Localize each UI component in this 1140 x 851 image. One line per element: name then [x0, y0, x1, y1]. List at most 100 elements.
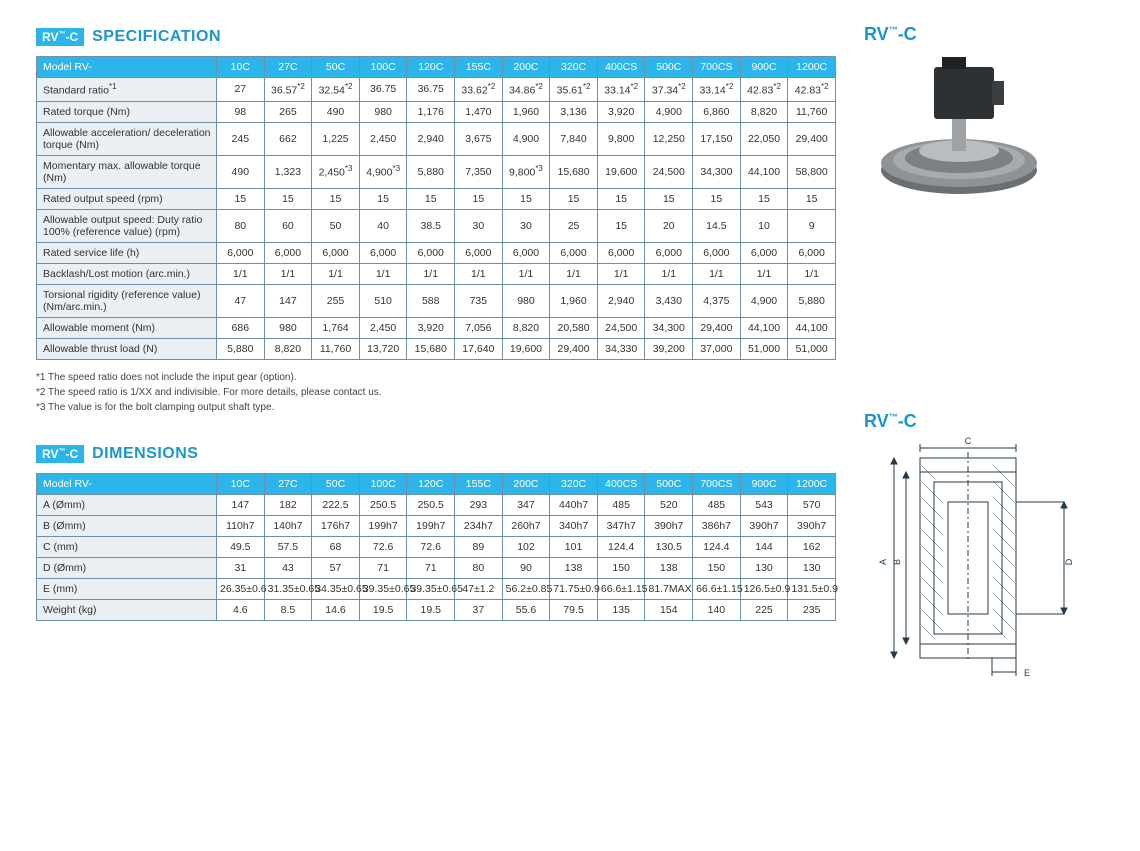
table-cell: 47 — [217, 284, 265, 317]
dim-section-title: RV™-C DIMENSIONS — [36, 445, 198, 463]
table-cell: 1,176 — [407, 101, 455, 122]
table-cell: 66.6±1.15 — [597, 578, 645, 599]
table-cell: 71 — [359, 557, 407, 578]
table-cell: 6,000 — [645, 242, 693, 263]
table-cell: 15,680 — [550, 155, 598, 188]
table-cell: 1/1 — [740, 263, 788, 284]
table-cell: 3,430 — [645, 284, 693, 317]
product-image — [864, 45, 1054, 205]
table-cell: 485 — [597, 494, 645, 515]
col-header: 1200C — [788, 473, 836, 494]
col-header: 100C — [359, 57, 407, 78]
col-header: 320C — [550, 473, 598, 494]
table-cell: 34.35±0.65 — [312, 578, 360, 599]
table-cell: 5,880 — [407, 155, 455, 188]
col-header: 900C — [740, 57, 788, 78]
col-header: 155C — [455, 473, 503, 494]
table-cell: 72.6 — [359, 536, 407, 557]
table-cell: 31 — [217, 557, 265, 578]
table-cell: 390h7 — [645, 515, 693, 536]
table-cell: 31.35±0.65 — [264, 578, 312, 599]
table-cell: 15 — [217, 188, 265, 209]
table-cell: 13,720 — [359, 338, 407, 359]
table-cell: 176h7 — [312, 515, 360, 536]
table-cell: 44,100 — [740, 155, 788, 188]
table-cell: 37,000 — [693, 338, 741, 359]
table-cell: 47±1.2 — [455, 578, 503, 599]
table-cell: 39,200 — [645, 338, 693, 359]
side-label-product: RV™-C — [864, 24, 1094, 45]
table-cell: 130.5 — [645, 536, 693, 557]
spec-section-title: RV™-C SPECIFICATION — [36, 28, 221, 46]
col-header: 900C — [740, 473, 788, 494]
table-cell: 101 — [550, 536, 598, 557]
dim-table: Model RV-10C27C50C100C120C155C200C320C40… — [36, 473, 836, 621]
table-cell: 8,820 — [502, 317, 550, 338]
table-cell: 71 — [407, 557, 455, 578]
row-label: Allowable moment (Nm) — [37, 317, 217, 338]
table-cell: 4,900 — [502, 122, 550, 155]
table-cell: 33.14*2 — [693, 78, 741, 102]
col-header: 100C — [359, 473, 407, 494]
table-cell: 15 — [502, 188, 550, 209]
table-cell: 9 — [788, 209, 836, 242]
table-cell: 68 — [312, 536, 360, 557]
table-cell: 20 — [645, 209, 693, 242]
table-cell: 8,820 — [740, 101, 788, 122]
table-cell: 19.5 — [359, 599, 407, 620]
row-label: Rated service life (h) — [37, 242, 217, 263]
table-cell: 980 — [502, 284, 550, 317]
table-cell: 81.7MAX — [645, 578, 693, 599]
table-cell: 485 — [693, 494, 741, 515]
table-cell: 6,000 — [312, 242, 360, 263]
table-cell: 17,640 — [455, 338, 503, 359]
table-cell: 37 — [455, 599, 503, 620]
table-cell: 4,900 — [645, 101, 693, 122]
col-header: 27C — [264, 473, 312, 494]
table-cell: 440h7 — [550, 494, 598, 515]
table-cell: 250.5 — [407, 494, 455, 515]
table-cell: 520 — [645, 494, 693, 515]
row-label: Allowable output speed: Duty ratio 100% … — [37, 209, 217, 242]
col-header: 700CS — [693, 473, 741, 494]
table-cell: 90 — [502, 557, 550, 578]
table-cell: 293 — [455, 494, 503, 515]
table-cell: 1,225 — [312, 122, 360, 155]
badge-dim: RV™-C — [36, 445, 84, 463]
table-cell: 340h7 — [550, 515, 598, 536]
table-cell: 15 — [740, 188, 788, 209]
table-cell: 130 — [788, 557, 836, 578]
table-cell: 35.61*2 — [550, 78, 598, 102]
table-cell: 79.5 — [550, 599, 598, 620]
table-cell: 4,900 — [740, 284, 788, 317]
col-header-label: Model RV- — [37, 473, 217, 494]
col-header: 155C — [455, 57, 503, 78]
table-cell: 72.6 — [407, 536, 455, 557]
table-cell: 7,056 — [455, 317, 503, 338]
dim-label-c: C — [965, 436, 972, 446]
table-cell: 22,050 — [740, 122, 788, 155]
table-cell: 6,000 — [788, 242, 836, 263]
table-cell: 12,250 — [645, 122, 693, 155]
table-cell: 6,000 — [740, 242, 788, 263]
col-header: 50C — [312, 473, 360, 494]
table-cell: 17,150 — [693, 122, 741, 155]
row-label: Weight (kg) — [37, 599, 217, 620]
table-cell: 33.14*2 — [597, 78, 645, 102]
table-cell: 15 — [455, 188, 503, 209]
row-label: Allowable thrust load (N) — [37, 338, 217, 359]
table-cell: 11,760 — [312, 338, 360, 359]
table-cell: 6,860 — [693, 101, 741, 122]
col-header: 400CS — [597, 473, 645, 494]
table-cell: 260h7 — [502, 515, 550, 536]
table-cell: 2,940 — [407, 122, 455, 155]
table-cell: 147 — [264, 284, 312, 317]
table-cell: 6,000 — [359, 242, 407, 263]
table-cell: 30 — [455, 209, 503, 242]
table-cell: 124.4 — [693, 536, 741, 557]
table-cell: 162 — [788, 536, 836, 557]
table-cell: 154 — [645, 599, 693, 620]
table-cell: 1,960 — [550, 284, 598, 317]
table-cell: 6,000 — [407, 242, 455, 263]
table-cell: 138 — [550, 557, 598, 578]
